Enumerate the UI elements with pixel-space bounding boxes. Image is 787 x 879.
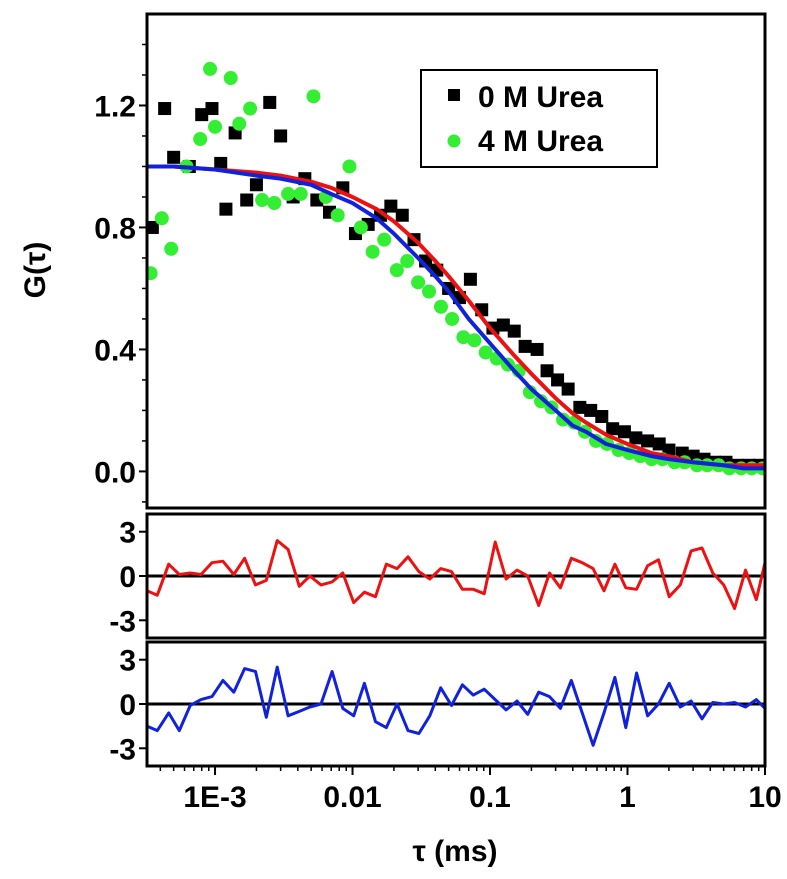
point-4m-urea — [445, 311, 460, 326]
y-tick-label: 0.4 — [94, 334, 136, 367]
point-0m-urea — [629, 431, 643, 445]
x-tick-label: 0.01 — [323, 781, 381, 814]
legend-marker-circle — [447, 134, 461, 148]
point-4m-urea — [353, 220, 368, 235]
point-4m-urea — [281, 186, 296, 201]
point-0m-urea — [540, 364, 554, 378]
residuals-4-m-urea-line — [147, 665, 765, 747]
point-0m-urea — [274, 129, 288, 143]
x-tick-label: 1 — [619, 781, 636, 814]
legend: 0 M Urea 4 M Urea — [420, 69, 658, 168]
y-tick-label: 0.0 — [94, 456, 136, 489]
point-0m-urea — [263, 95, 277, 109]
point-0m-urea — [530, 342, 544, 356]
point-0m-urea — [395, 208, 409, 222]
point-4m-urea — [389, 263, 404, 278]
y-tick-label: 1.2 — [94, 90, 136, 123]
y-tick-label: 0 — [119, 689, 136, 722]
point-0m-urea — [214, 156, 228, 170]
x-axis-title: τ (ms) — [412, 835, 497, 868]
point-0m-urea — [641, 434, 655, 448]
point-4m-urea — [467, 333, 482, 348]
point-0m-urea — [595, 410, 609, 424]
y-tick-label: 3 — [119, 517, 136, 550]
y-tick-label: -3 — [109, 733, 136, 766]
point-0m-urea — [147, 220, 159, 234]
point-0m-urea — [584, 403, 598, 417]
series-group — [147, 61, 765, 476]
point-0m-urea — [496, 318, 510, 332]
point-4m-urea — [330, 208, 345, 223]
point-4m-urea — [478, 345, 493, 360]
y-tick-label: 3 — [119, 645, 136, 678]
point-0m-urea — [551, 373, 565, 387]
point-0m-urea — [561, 382, 575, 396]
fit-4-m-urea-line — [147, 164, 765, 471]
point-4m-urea — [456, 330, 471, 345]
point-4m-urea — [154, 211, 169, 226]
point-4m-urea — [422, 284, 437, 299]
y-tick-label: 0 — [119, 561, 136, 594]
point-0m-urea — [195, 108, 209, 122]
point-0m-urea — [249, 178, 263, 192]
point-4m-urea — [255, 193, 270, 208]
point-4m-urea — [203, 61, 218, 76]
residuals-0m-panel: 3 0 -3 — [109, 512, 767, 640]
point-0m-urea — [463, 272, 477, 286]
point-4m-urea — [147, 266, 158, 281]
residuals-0-m-urea-line — [147, 539, 765, 610]
point-0m-urea — [167, 150, 181, 164]
legend-box — [420, 69, 658, 168]
legend-label-0m: 0 M Urea — [478, 81, 603, 114]
fit-0-m-urea-line — [147, 164, 765, 468]
point-4m-urea — [208, 119, 223, 134]
legend-marker-square — [448, 89, 460, 101]
series-group — [147, 665, 765, 747]
point-0m-urea — [573, 400, 587, 414]
point-0m-urea — [507, 324, 521, 338]
legend-label-4m: 4 M Urea — [478, 125, 603, 158]
point-4m-urea — [534, 394, 549, 409]
y-tick-label: 0.8 — [94, 212, 136, 245]
residuals-4m-panel: 3 0 -3 — [109, 640, 767, 768]
point-4m-urea — [342, 159, 357, 174]
point-4m-urea — [365, 244, 380, 259]
y-tick-label: -3 — [109, 605, 136, 638]
x-axis-tick-labels: 1E-3 0.01 0.1 1 10 — [159, 766, 782, 814]
series-group — [147, 539, 765, 610]
point-4m-urea — [400, 254, 415, 268]
point-0m-urea — [617, 425, 631, 439]
point-4m-urea — [223, 71, 238, 86]
point-0m-urea — [384, 199, 398, 213]
point-4m-urea — [411, 275, 426, 290]
point-4m-urea — [267, 196, 282, 211]
point-4m-urea — [306, 89, 321, 104]
point-0m-urea — [606, 422, 620, 436]
point-4m-urea — [433, 299, 448, 314]
point-4m-urea — [164, 241, 179, 256]
point-0m-urea — [240, 193, 254, 207]
point-0m-urea — [518, 339, 532, 353]
plot-frame — [145, 12, 767, 510]
point-0m-urea — [219, 202, 233, 216]
y-axis-title: G(τ) — [19, 242, 52, 299]
point-4m-urea — [193, 132, 208, 147]
correlation-panel: 0.0 0.4 0.8 1.2 — [94, 12, 767, 510]
point-4m-urea — [232, 116, 247, 131]
point-4m-urea — [243, 101, 258, 116]
x-tick-label: 0.1 — [469, 781, 511, 814]
point-0m-urea — [205, 102, 219, 116]
point-4m-urea — [293, 186, 308, 201]
x-tick-label: 10 — [748, 781, 781, 814]
x-tick-label: 1E-3 — [183, 781, 246, 814]
point-4m-urea — [377, 232, 392, 247]
point-0m-urea — [158, 102, 172, 116]
